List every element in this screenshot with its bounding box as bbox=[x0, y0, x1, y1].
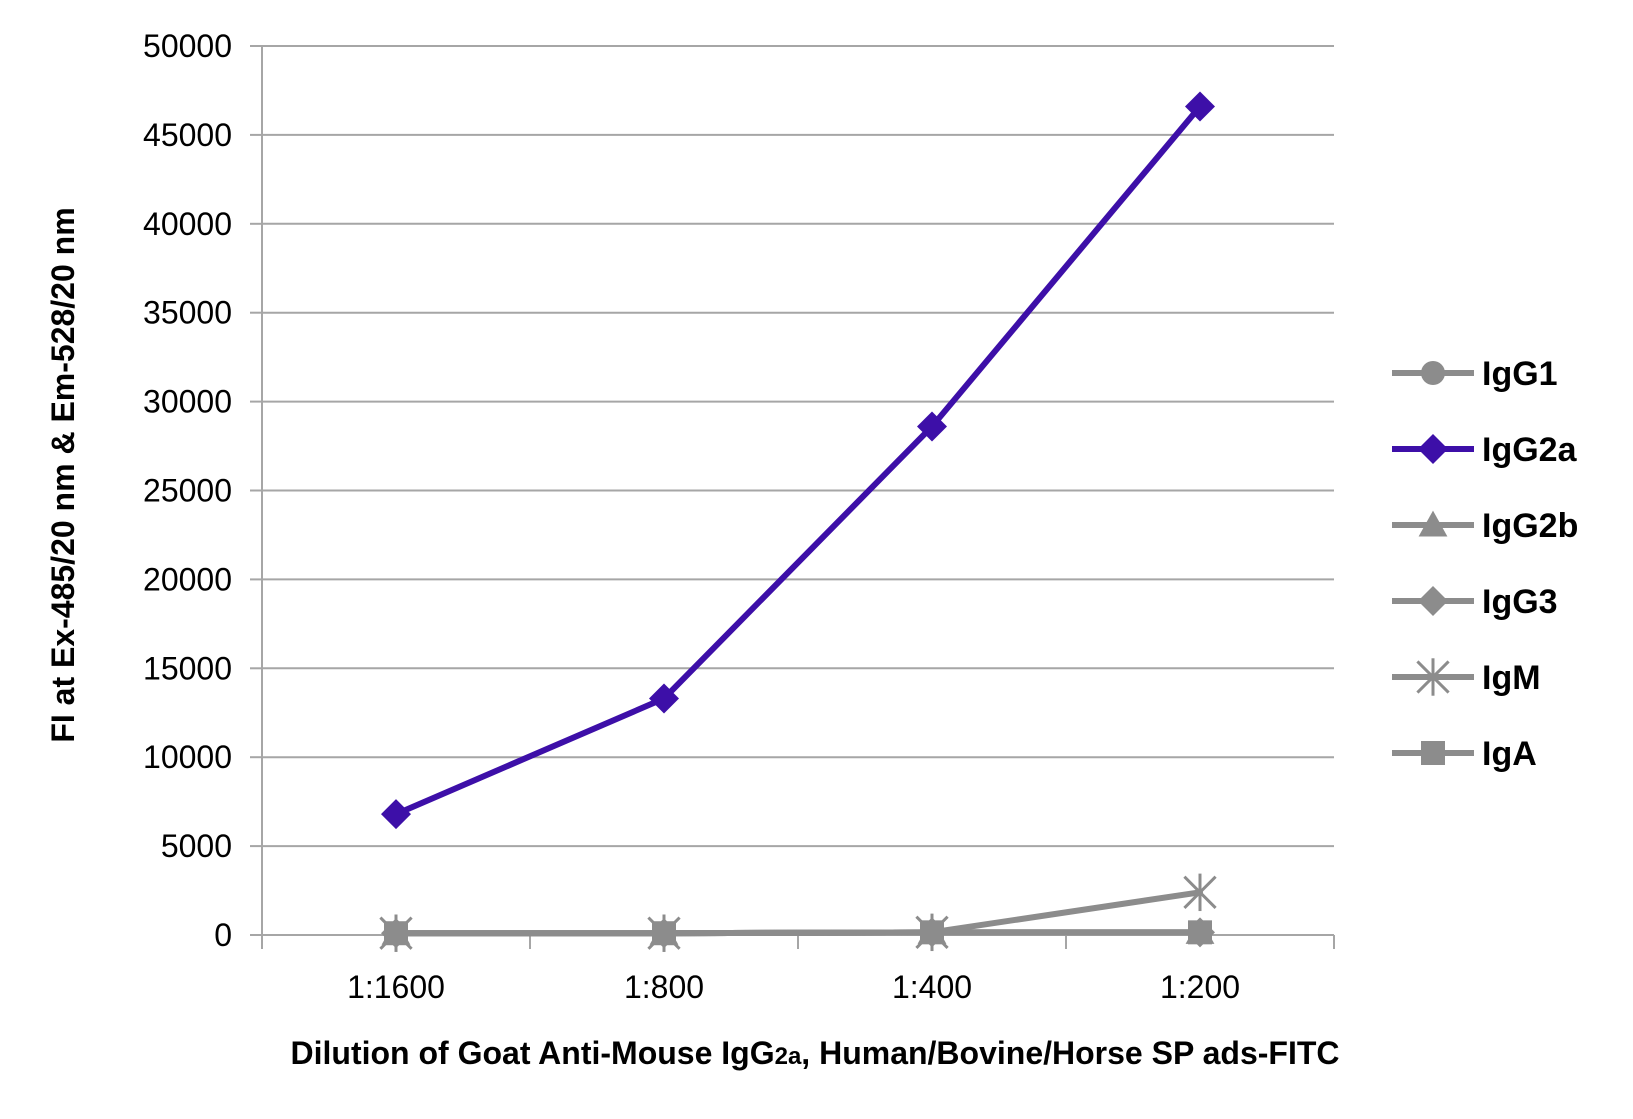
y-tick-label: 5000 bbox=[161, 828, 232, 864]
legend-item-igg3: IgG3 bbox=[1392, 583, 1558, 621]
legend-item-iga: IgA bbox=[1392, 735, 1537, 773]
x-tick-label: 1:1600 bbox=[347, 969, 445, 1005]
legend-label: IgG1 bbox=[1482, 355, 1558, 393]
series-igg2a bbox=[381, 91, 1215, 830]
legend-label: IgM bbox=[1482, 659, 1541, 697]
data-point bbox=[920, 920, 944, 945]
y-tick-label: 20000 bbox=[143, 561, 232, 597]
x-axis: 1:1600 1:800 1:400 1:200 bbox=[261, 46, 1335, 1005]
data-point bbox=[1183, 873, 1217, 912]
y-tick-label: 0 bbox=[214, 917, 232, 953]
series-iga bbox=[384, 920, 1212, 946]
x-axis-title-subscript: 2a bbox=[775, 1043, 802, 1070]
series-line bbox=[393, 103, 1203, 818]
data-point bbox=[1188, 920, 1212, 945]
y-axis-ticks: 0 5000 10000 15000 20000 25000 30000 35000 40000… bbox=[143, 28, 262, 953]
x-tick-label: 1:800 bbox=[624, 969, 704, 1005]
x-tick-label: 1:200 bbox=[1160, 969, 1240, 1005]
y-axis-title: FI at Ex-485/20 nm & Em-528/20 nm bbox=[45, 207, 81, 742]
y-tick-label: 30000 bbox=[143, 384, 232, 420]
data-point bbox=[917, 411, 947, 442]
x-axis-title: Dilution of Goat Anti-Mouse IgG2a, Human… bbox=[291, 1035, 1340, 1071]
series-lines bbox=[379, 91, 1217, 952]
y-tick-label: 50000 bbox=[143, 28, 232, 64]
data-point bbox=[1418, 434, 1448, 464]
y-tick-label: 15000 bbox=[143, 650, 232, 686]
legend: IgG1 IgG2a IgG2b IgG3 IgM IgA bbox=[1392, 355, 1578, 773]
legend-item-igm: IgM bbox=[1392, 658, 1541, 697]
y-tick-label: 40000 bbox=[143, 206, 232, 242]
legend-label: IgG3 bbox=[1482, 583, 1558, 621]
y-tick-label: 35000 bbox=[143, 295, 232, 331]
data-point bbox=[649, 683, 679, 714]
data-point bbox=[381, 799, 411, 830]
gridlines bbox=[262, 45, 1334, 936]
legend-label: IgA bbox=[1482, 735, 1537, 773]
y-tick-label: 10000 bbox=[143, 739, 232, 775]
y-tick-label: 45000 bbox=[143, 117, 232, 153]
legend-label: IgG2a bbox=[1482, 431, 1578, 469]
data-point bbox=[1421, 361, 1445, 385]
y-tick-label: 25000 bbox=[143, 473, 232, 509]
x-axis-title-rest: , Human/Bovine/Horse SP ads-FITC bbox=[801, 1035, 1339, 1071]
data-point bbox=[1421, 741, 1445, 765]
data-point bbox=[1185, 91, 1215, 122]
data-point bbox=[1416, 658, 1450, 696]
series-line bbox=[393, 889, 1203, 937]
data-point bbox=[384, 921, 408, 946]
legend-item-igg2a: IgG2a bbox=[1392, 431, 1578, 469]
x-tick-label: 1:400 bbox=[892, 969, 972, 1005]
legend-item-igg2b: IgG2b bbox=[1392, 507, 1578, 545]
data-point bbox=[652, 921, 676, 946]
data-point bbox=[1418, 510, 1448, 537]
data-point bbox=[1418, 586, 1448, 616]
legend-label: IgG2b bbox=[1482, 507, 1578, 545]
series-line bbox=[393, 929, 1203, 937]
legend-item-igg1: IgG1 bbox=[1392, 355, 1558, 393]
x-axis-title-main: Dilution of Goat Anti-Mouse IgG bbox=[291, 1035, 775, 1071]
